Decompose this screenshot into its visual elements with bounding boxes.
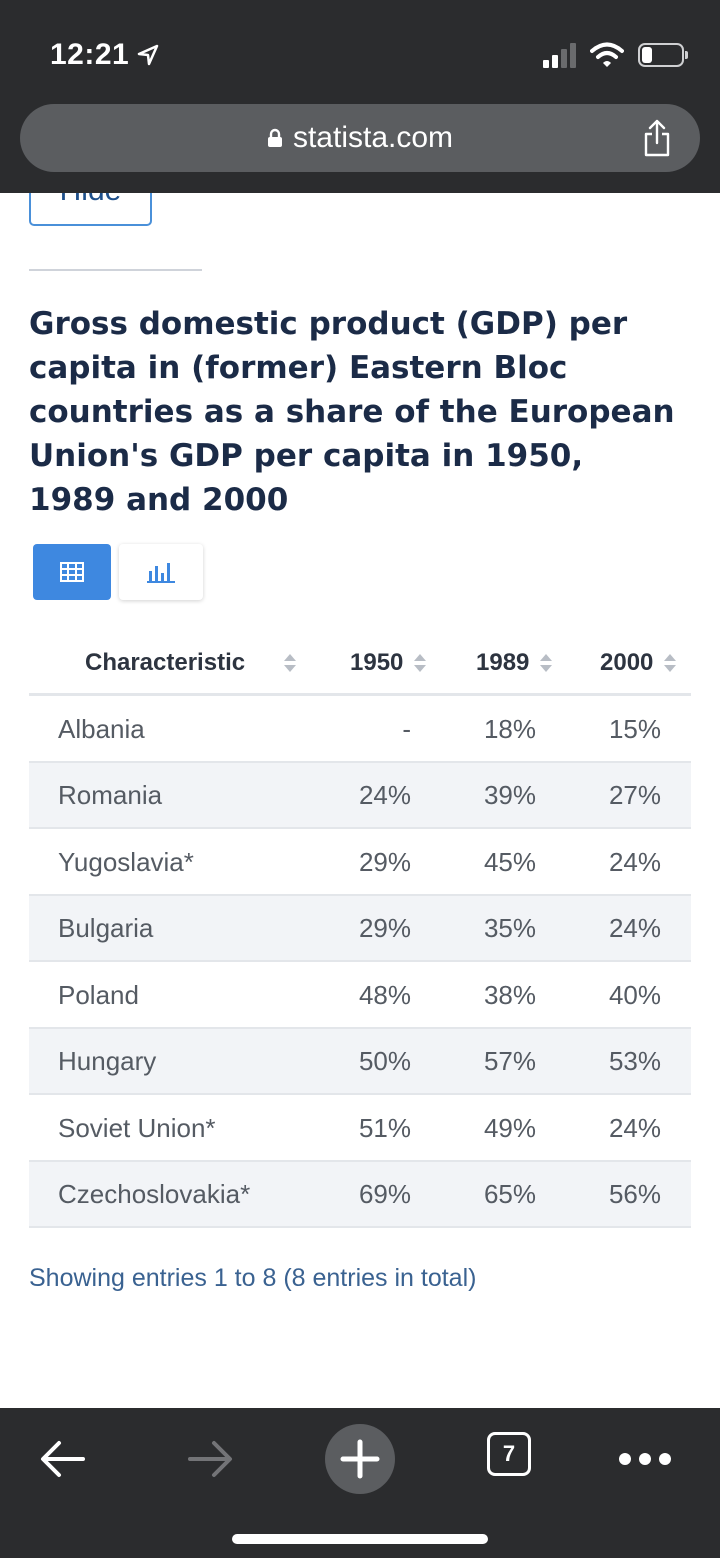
- cell-1950: 29%: [358, 846, 411, 877]
- cell-1950: 29%: [358, 913, 411, 943]
- plus-icon: [340, 1439, 380, 1479]
- cell-country: Romania: [58, 780, 163, 810]
- header-1950[interactable]: 1950: [350, 630, 427, 696]
- table-view-button[interactable]: [33, 544, 111, 600]
- cell-2000: 15%: [608, 713, 661, 744]
- table-row: Yugoslavia* 29% 45% 24%: [29, 829, 691, 896]
- wifi-icon: [590, 42, 624, 67]
- cell-country: Czechoslovakia*: [58, 1179, 251, 1209]
- share-icon[interactable]: [642, 118, 672, 158]
- address-bar[interactable]: statista.com: [20, 104, 700, 172]
- sort-arrows-icon: [540, 654, 553, 672]
- status-time: 12:21: [50, 38, 159, 72]
- cell-country: Bulgaria: [58, 913, 154, 943]
- lock-icon: [267, 128, 282, 147]
- cell-2000: 40%: [608, 979, 661, 1010]
- entries-count: Showing entries 1 to 8 (8 entries in tot…: [29, 1264, 477, 1292]
- cell-1989: 65%: [483, 1179, 536, 1209]
- back-arrow-icon: [41, 1441, 85, 1477]
- cell-1989: 35%: [483, 913, 536, 943]
- cell-1950: 69%: [358, 1179, 411, 1209]
- battery-icon: [638, 43, 688, 67]
- url-text: statista.com: [292, 121, 454, 154]
- cell-1989: 39%: [483, 780, 536, 810]
- cell-1950: -: [402, 713, 411, 744]
- sort-arrows-icon: [414, 654, 427, 672]
- home-indicator[interactable]: [232, 1534, 488, 1544]
- table-row: Soviet Union* 51% 49% 24%: [29, 1095, 691, 1162]
- bar-chart-icon: [147, 563, 175, 583]
- clock-text: 12:21: [50, 38, 130, 71]
- tabs-button[interactable]: 7: [487, 1432, 531, 1476]
- cell-1950: 51%: [358, 1112, 411, 1143]
- table-row: Czechoslovakia* 69% 65% 56%: [29, 1161, 691, 1228]
- cell-2000: 53%: [608, 1046, 661, 1076]
- back-button[interactable]: [38, 1424, 88, 1494]
- table-row: Poland 48% 38% 40%: [29, 962, 691, 1029]
- table-row: Bulgaria 29% 35% 24%: [29, 895, 691, 962]
- header-characteristic[interactable]: Characteristic: [85, 630, 297, 696]
- cell-country: Hungary: [58, 1046, 157, 1076]
- more-dots-icon: [619, 1453, 671, 1465]
- table-row: Hungary 50% 57% 53%: [29, 1028, 691, 1095]
- view-toggle: [33, 544, 203, 600]
- table-row: Romania 24% 39% 27%: [29, 762, 691, 829]
- sort-arrows-icon: [664, 654, 677, 672]
- header-2000[interactable]: 2000: [600, 630, 677, 696]
- forward-button[interactable]: [185, 1424, 235, 1494]
- location-arrow-icon: [137, 44, 159, 66]
- cell-2000: 56%: [608, 1179, 661, 1209]
- cell-1950: 50%: [358, 1046, 411, 1076]
- cell-country: Yugoslavia*: [58, 846, 194, 877]
- browser-top-chrome: 12:21 statista.com: [0, 0, 720, 193]
- cell-1989: 18%: [483, 713, 536, 744]
- cell-1989: 57%: [483, 1046, 536, 1076]
- chart-view-button[interactable]: [119, 544, 203, 600]
- forward-arrow-icon: [188, 1441, 232, 1477]
- new-tab-button[interactable]: [325, 1424, 395, 1494]
- table-header: Characteristic 1950 1989 2000: [29, 630, 691, 696]
- cell-country: Soviet Union*: [58, 1112, 216, 1143]
- section-divider: [29, 269, 202, 271]
- cell-1950: 24%: [358, 780, 411, 810]
- page-title: Gross domestic product (GDP) per capita …: [29, 306, 675, 518]
- cell-2000: 27%: [608, 780, 661, 810]
- cell-1950: 48%: [358, 979, 411, 1010]
- cell-1989: 45%: [483, 846, 536, 877]
- cell-2000: 24%: [608, 913, 661, 943]
- cell-country: Poland: [58, 979, 139, 1010]
- data-table: Characteristic 1950 1989 2000 Albania - …: [29, 630, 691, 1228]
- cell-1989: 49%: [483, 1112, 536, 1143]
- browser-bottom-toolbar: 7: [0, 1408, 720, 1558]
- sort-arrows-icon: [284, 654, 297, 672]
- table-grid-icon: [60, 562, 84, 582]
- table-row: Albania - 18% 15%: [29, 696, 691, 763]
- cell-2000: 24%: [608, 1112, 661, 1143]
- cell-2000: 24%: [608, 846, 661, 877]
- status-icons: [543, 42, 688, 68]
- cellular-signal-icon: [543, 42, 576, 68]
- cell-country: Albania: [58, 713, 145, 744]
- cell-1989: 38%: [483, 979, 536, 1010]
- more-menu-button[interactable]: [618, 1424, 672, 1494]
- header-1989[interactable]: 1989: [476, 630, 553, 696]
